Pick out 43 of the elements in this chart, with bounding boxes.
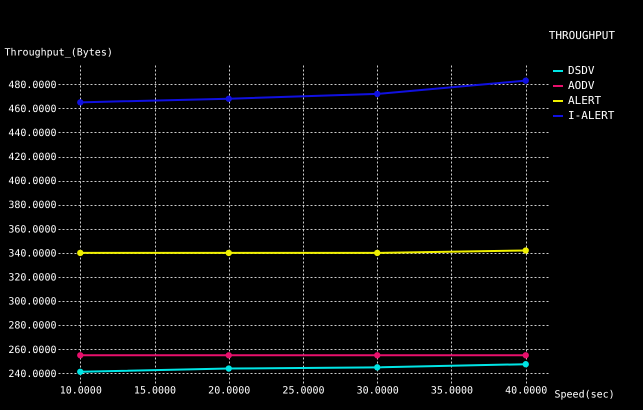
x-tick-label: 15.0000 <box>134 386 176 396</box>
x-tick-label: 35.0000 <box>430 386 474 396</box>
legend-label: DSDV <box>568 64 595 77</box>
point <box>77 368 84 375</box>
point <box>226 96 232 102</box>
y-axis-title: Throughput_(Bytes) <box>4 48 113 58</box>
point <box>374 90 380 98</box>
point <box>226 250 232 256</box>
y-tick-label: 320.0000 <box>8 272 56 284</box>
y-tick-label: 480.0000 <box>8 80 56 91</box>
y-tick-label: 340.0000 <box>8 248 56 260</box>
y-tick-label: 440.0000 <box>8 128 56 139</box>
y-tick-label: 360.0000 <box>8 224 56 236</box>
point <box>522 247 529 254</box>
point <box>374 352 380 358</box>
x-tick-label: 30.0000 <box>356 386 399 396</box>
point <box>77 250 84 256</box>
y-tick-label: 240.0000 <box>8 368 56 380</box>
x-tick-label: 25.0000 <box>282 386 325 396</box>
legend-label: I-ALERT <box>568 109 615 122</box>
point <box>77 99 84 106</box>
text: THROUGHPUT <box>548 29 616 42</box>
point <box>522 361 529 368</box>
y-tick-label: 380.0000 <box>8 200 56 212</box>
legend-label: AODV <box>568 79 595 92</box>
point <box>226 352 232 358</box>
point <box>374 364 380 370</box>
x-tick-label: 40.0000 <box>505 386 548 396</box>
y-tick-label: 460.0000 <box>8 104 56 115</box>
point <box>374 250 380 256</box>
y-tick-label: 260.0000 <box>8 344 56 356</box>
point <box>226 365 232 372</box>
y-tick-label: 280.0000 <box>8 320 56 332</box>
y-tick-label: 300.0000 <box>8 296 56 308</box>
y-tick-label: 400.0000 <box>8 176 56 188</box>
x-axis-title: Speed(sec) <box>554 390 615 400</box>
x-tick-label: 10.0000 <box>60 386 102 396</box>
point <box>77 352 84 358</box>
y-tick-label: 420.0000 <box>8 152 56 164</box>
x-tick-label: 20.0000 <box>208 386 250 396</box>
point <box>522 352 529 358</box>
point <box>522 78 529 84</box>
legend-label: ALERT <box>568 94 602 107</box>
